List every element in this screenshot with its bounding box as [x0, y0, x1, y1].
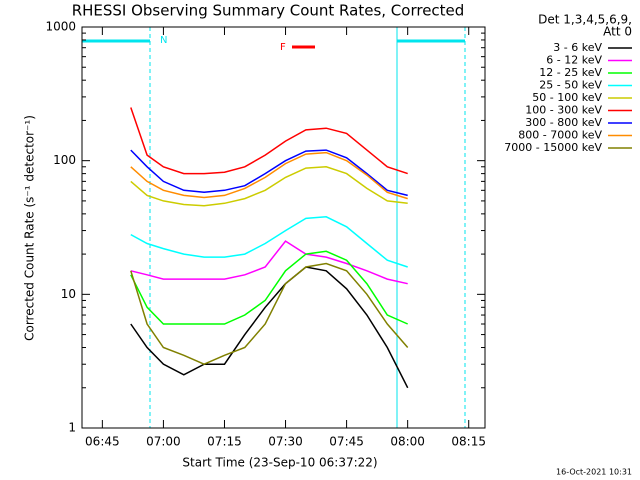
flags: N F	[81, 27, 466, 428]
legend-label: 6 - 12 keV	[546, 54, 602, 67]
series-line	[130, 151, 408, 200]
legend-title: Det 1,3,4,5,6,9,	[538, 13, 632, 27]
chart-title: RHESSI Observing Summary Count Rates, Co…	[72, 2, 465, 20]
series-line	[130, 250, 409, 325]
legend-label: 7000 - 15000 keV	[504, 141, 602, 154]
legend-label: 800 - 7000 keV	[518, 129, 602, 142]
y-tick-label: 1	[68, 421, 76, 435]
legend-label: 50 - 100 keV	[532, 91, 602, 104]
flare-label: F	[280, 42, 286, 53]
series-line	[130, 107, 408, 175]
x-tick-label: 08:00	[390, 435, 425, 449]
footer-date: 16-Oct-2021 10:31	[556, 468, 632, 477]
plot-frame	[81, 26, 486, 429]
x-tick-label: 07:15	[207, 435, 242, 449]
series-line	[130, 216, 408, 268]
x-tick-label: 06:45	[85, 435, 120, 449]
y-tick-label: 100	[53, 153, 76, 167]
night-label: N	[160, 35, 167, 46]
y-tick-label: 10	[61, 287, 76, 301]
series-line	[130, 240, 408, 285]
x-tick-label: 07:45	[329, 435, 364, 449]
series-line	[130, 262, 409, 366]
x-tick-label: 07:30	[268, 435, 303, 449]
series-line	[130, 166, 408, 207]
x-axis-label: Start Time (23-Sep-10 06:37:22)	[182, 456, 377, 470]
y-axis-label: Corrected Count Rate (s⁻¹ detector⁻¹)	[23, 115, 37, 341]
legend-label: 25 - 50 keV	[539, 79, 602, 92]
y-tick-label: 1000	[45, 20, 76, 34]
x-tick-label: 08:15	[451, 435, 486, 449]
legend-label: 300 - 800 keV	[525, 116, 602, 129]
legend-label: 12 - 25 keV	[539, 66, 602, 79]
legend-label: 100 - 300 keV	[525, 104, 602, 117]
legend-label: 3 - 6 keV	[553, 41, 602, 54]
series-line	[130, 149, 408, 197]
x-tick-label: 07:00	[146, 435, 181, 449]
series-line	[130, 266, 409, 389]
legend-title: Att 0	[603, 25, 632, 39]
